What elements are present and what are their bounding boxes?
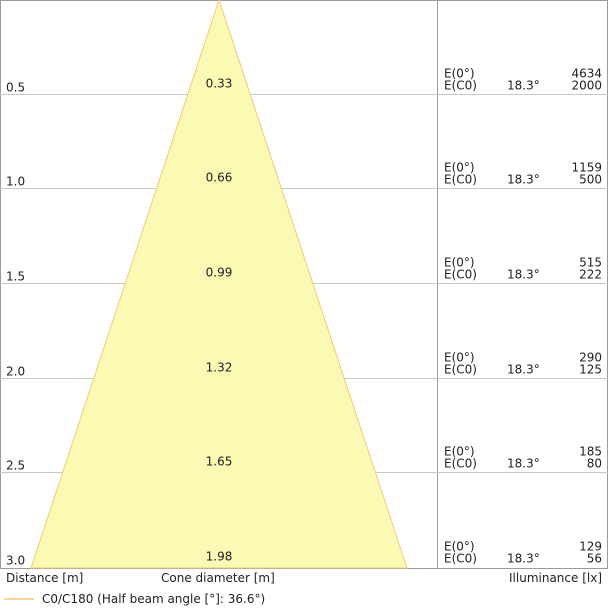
- e0-label: E(0°): [444, 351, 475, 365]
- half-angle-value: 18.3°: [507, 457, 540, 471]
- cone-diameter-value: 0.99: [206, 266, 233, 280]
- distance-value: 2.5: [6, 459, 25, 473]
- legend-label: C0/C180 (Half beam angle [°]: 36.6°): [42, 592, 265, 606]
- e0-label: E(0°): [444, 445, 475, 459]
- diameter-axis-label: Cone diameter [m]: [161, 571, 275, 585]
- light-cone: [30, 0, 408, 569]
- ec0-label: E(C0): [444, 552, 477, 566]
- cone-diameter-value: 1.98: [206, 550, 233, 564]
- distance-value: 3.0: [6, 554, 25, 568]
- half-angle-value: 18.3°: [507, 173, 540, 187]
- e0-label: E(0°): [444, 67, 475, 81]
- ec0-illuminance-value: 500: [579, 173, 602, 187]
- cone-diameter-value: 1.65: [206, 455, 233, 469]
- distance-axis-label: Distance [m]: [6, 571, 83, 585]
- ec0-label: E(C0): [444, 173, 477, 187]
- e0-illuminance-value: 185: [579, 445, 602, 459]
- e0-label: E(0°): [444, 161, 475, 175]
- illuminance-axis-label: Illuminance [lx]: [509, 571, 602, 585]
- ec0-label: E(C0): [444, 79, 477, 93]
- distance-value: 0.5: [6, 81, 25, 95]
- half-angle-value: 18.3°: [507, 79, 540, 93]
- distance-value: 2.0: [6, 365, 25, 379]
- ec0-illuminance-value: 125: [579, 363, 602, 377]
- half-angle-value: 18.3°: [507, 268, 540, 282]
- e0-label: E(0°): [444, 256, 475, 270]
- ec0-label: E(C0): [444, 363, 477, 377]
- ec0-illuminance-value: 56: [587, 552, 602, 566]
- ec0-illuminance-value: 80: [587, 457, 602, 471]
- e0-illuminance-value: 515: [579, 256, 602, 270]
- distance-value: 1.0: [6, 175, 25, 189]
- e0-illuminance-value: 290: [579, 351, 602, 365]
- distance-value: 1.5: [6, 270, 25, 284]
- cone-diameter-value: 0.33: [206, 77, 233, 91]
- half-angle-value: 18.3°: [507, 552, 540, 566]
- cone-diameter-value: 0.66: [206, 171, 233, 185]
- ec0-label: E(C0): [444, 268, 477, 282]
- e0-illuminance-value: 4634: [571, 67, 602, 81]
- ec0-illuminance-value: 2000: [571, 79, 602, 93]
- cone-diameter-value: 1.32: [206, 361, 233, 375]
- ec0-illuminance-value: 222: [579, 268, 602, 282]
- e0-label: E(0°): [444, 540, 475, 554]
- e0-illuminance-value: 129: [579, 540, 602, 554]
- ec0-label: E(C0): [444, 457, 477, 471]
- half-angle-value: 18.3°: [507, 363, 540, 377]
- e0-illuminance-value: 1159: [571, 161, 602, 175]
